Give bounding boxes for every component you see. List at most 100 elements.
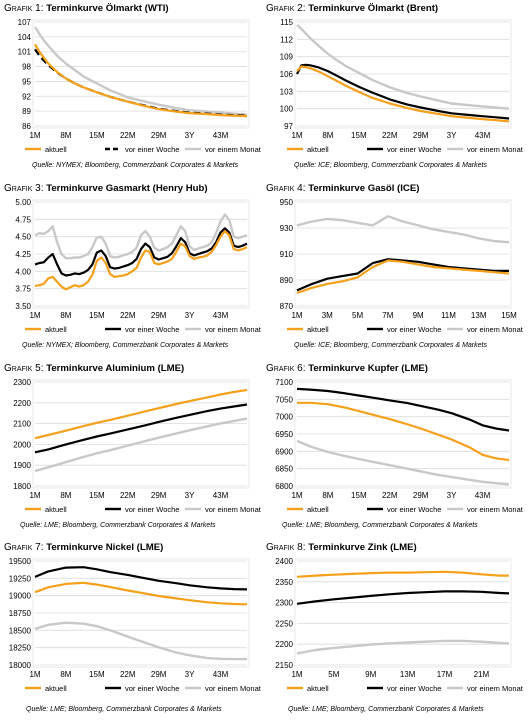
chart-title: Grafik 8: Terminkurve Zink (LME) [266, 542, 417, 553]
series-line-monat [34, 213, 248, 260]
chart-title: Grafik 2: Terminkurve Ölmarkt (Brent) [266, 3, 439, 14]
plot-frame [32, 199, 250, 309]
y-tick-label: 112 [280, 35, 293, 44]
y-tick-label: 910 [280, 250, 294, 259]
legend-label: vor einem Monat [205, 145, 262, 154]
chart-panel-3: Grafik 3: Terminkurve Gasmarkt (Henry Hu… [4, 183, 266, 361]
series-line-woche [34, 227, 248, 277]
legend-label: vor einem Monat [467, 145, 524, 154]
x-tick-label: 1M [29, 491, 40, 500]
chart-plot: 1800 1900 2000 2100 2200 2300 1M 8M 15M 22M 29M 3Y 4… [13, 378, 262, 514]
chart-source: Quelle: NYMEX; Bloomberg, Commerzbank Co… [32, 162, 239, 169]
x-tick-label: 22M [120, 131, 136, 140]
series-line-woche [296, 63, 510, 120]
chart-panel-2: Grafik 2: Terminkurve Ölmarkt (Brent) 97… [266, 3, 528, 181]
y-tick-label: 890 [280, 276, 294, 285]
y-tick-label: 2200 [275, 640, 293, 649]
legend-label: vor einer Woche [387, 145, 441, 154]
x-tick-label: 15M [89, 131, 105, 140]
chart-plot: 86 89 92 95 98 101 104 107 1M 8M 15M 22M 29M 3Y 43M akt… [18, 18, 262, 154]
chart-prefix: Grafik 2: [266, 3, 306, 14]
series-line-aktuell [297, 401, 510, 462]
x-tick-label: 43M [213, 311, 229, 320]
x-tick-label: 3Y [447, 491, 457, 500]
legend-label: vor einem Monat [467, 325, 524, 334]
y-tick-label: 1800 [13, 482, 31, 491]
x-tick-label: 5M [328, 670, 339, 679]
y-tick-label: 95 [22, 77, 31, 86]
y-tick-label: 7100 [275, 378, 293, 387]
plot-frame [294, 379, 512, 489]
series-line-aktuell [34, 229, 248, 291]
x-tick-label: 8M [60, 131, 71, 140]
y-tick-label: 100 [280, 105, 294, 114]
x-tick-label: 15M [89, 670, 105, 679]
y-tick-label: 92 [22, 92, 31, 101]
y-tick-label: 104 [18, 33, 32, 42]
y-tick-label: 107 [18, 18, 32, 27]
y-tick-label: 2100 [13, 420, 31, 429]
chart-plot: 97 100 103 106 109 112 115 1M 8M 15M 22M 29M 3Y 43M ak… [280, 18, 524, 154]
x-tick-label: 3Y [447, 131, 457, 140]
chart-panel-4: Grafik 4: Terminkurve Gasöl (ICE) 870 890… [266, 183, 528, 361]
chart-title: Grafik 7: Terminkurve Nickel (LME) [4, 542, 164, 553]
legend-label: aktuell [307, 505, 329, 514]
chart-title: Grafik 4: Terminkurve Gasöl (ICE) [266, 183, 420, 194]
chart-title: Grafik 6: Terminkurve Kupfer (LME) [266, 363, 428, 374]
plot-frame [32, 379, 250, 489]
x-tick-label: 29M [151, 311, 167, 320]
chart-prefix: Grafik 3: [4, 183, 44, 194]
x-tick-label: 8M [60, 311, 71, 320]
chart-source: Quelle: NYMEX; Bloomberg, Commerzbank Co… [22, 342, 229, 349]
x-tick-label: 1M [29, 131, 40, 140]
legend-label: aktuell [307, 145, 329, 154]
x-tick-label: 1M [29, 670, 40, 679]
y-tick-label: 18250 [9, 644, 32, 653]
x-tick-label: 1M [29, 311, 40, 320]
x-tick-label: 22M [382, 491, 398, 500]
y-tick-label: 98 [22, 63, 31, 72]
legend-label: aktuell [307, 684, 329, 693]
chart-plot: 18000 18250 18500 18750 19000 19250 19500 1M 8M 1… [9, 557, 262, 693]
x-tick-label: 8M [60, 670, 71, 679]
y-tick-label: 86 [22, 122, 31, 131]
y-tick-label: 2300 [275, 599, 293, 608]
x-tick-label: 3Y [185, 311, 195, 320]
y-tick-label: 109 [280, 53, 294, 62]
x-tick-label: 13M [400, 670, 416, 679]
legend-label: vor einem Monat [467, 505, 524, 514]
plot-frame [32, 558, 250, 668]
x-tick-label: 3Y [185, 131, 195, 140]
y-tick-label: 18500 [9, 626, 32, 635]
y-tick-label: 18750 [9, 609, 32, 618]
series-line-woche [34, 566, 248, 591]
legend-label: aktuell [45, 684, 67, 693]
x-tick-label: 15M [89, 311, 105, 320]
y-tick-label: 3.75 [15, 285, 31, 294]
y-tick-label: 950 [280, 198, 294, 207]
series-line-monat [296, 215, 510, 244]
y-tick-label: 4.00 [15, 267, 31, 276]
x-tick-label: 3Y [185, 491, 195, 500]
x-tick-label: 29M [151, 491, 167, 500]
y-tick-label: 5.00 [15, 198, 31, 207]
plot-frame [32, 19, 250, 129]
x-tick-label: 1M [291, 491, 302, 500]
y-tick-label: 101 [18, 48, 32, 57]
legend-label: vor einer Woche [125, 684, 179, 693]
y-tick-label: 4.75 [15, 215, 31, 224]
x-tick-label: 22M [120, 311, 136, 320]
x-tick-label: 29M [413, 491, 429, 500]
plot-frame [294, 19, 512, 129]
chart-panel-8: Grafik 8: Terminkurve Zink (LME) 2150 220… [266, 542, 528, 720]
x-tick-label: 1M [291, 311, 302, 320]
x-tick-label: 21M [474, 670, 490, 679]
y-tick-label: 19000 [9, 592, 32, 601]
x-tick-label: 15M [89, 491, 105, 500]
series-line-monat [296, 639, 510, 655]
y-tick-label: 3.50 [15, 302, 31, 311]
chart-prefix: Grafik 5: [4, 363, 44, 374]
legend-label: vor einer Woche [125, 325, 179, 334]
y-tick-label: 2300 [13, 378, 31, 387]
x-tick-label: 15M [501, 311, 517, 320]
